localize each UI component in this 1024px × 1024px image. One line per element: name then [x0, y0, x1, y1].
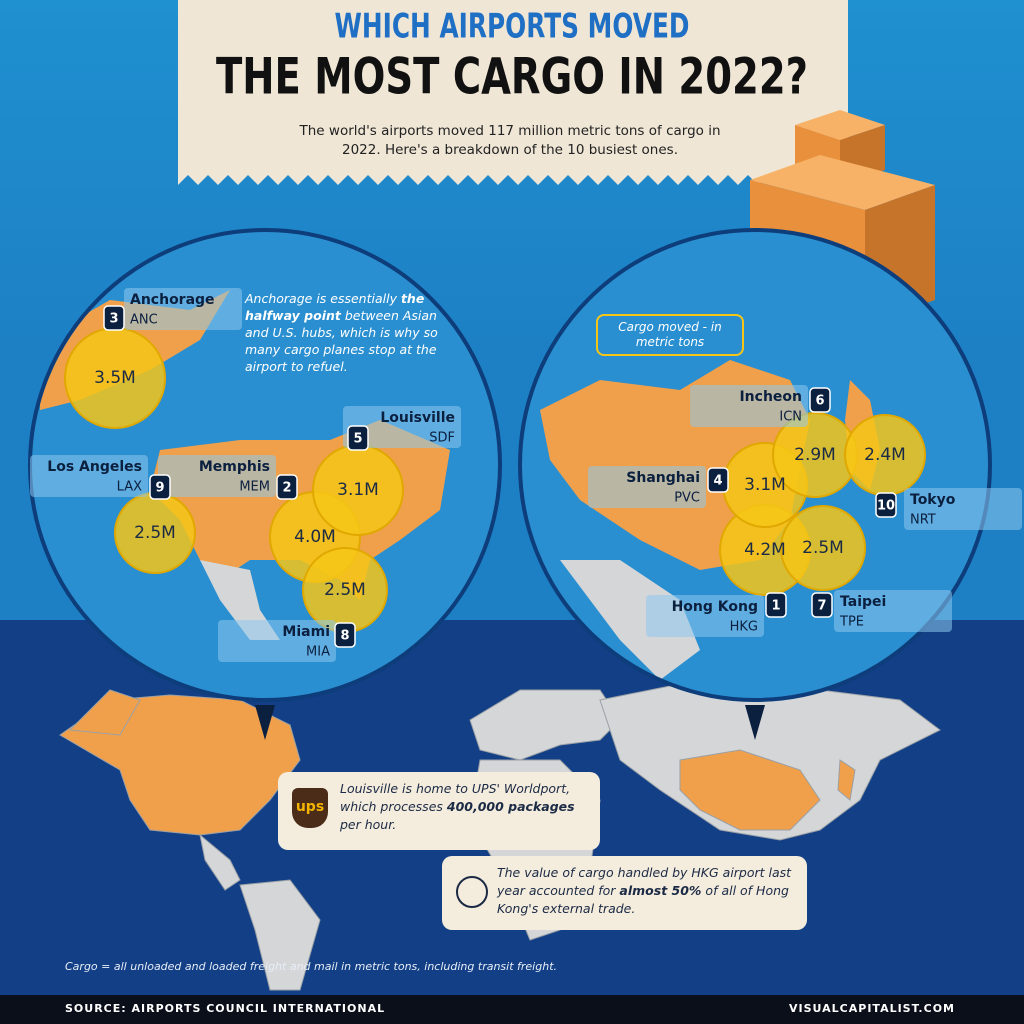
airport-name: Shanghai: [626, 470, 700, 486]
rank-badge: [765, 592, 787, 618]
source: SOURCE: AIRPORTS COUNCIL INTERNATIONAL: [65, 1002, 385, 1015]
label-box: [834, 590, 952, 632]
airport-code: NRT: [910, 513, 936, 528]
hkg-card: The value of cargo handled by HKG airpor…: [442, 856, 807, 930]
rank-badge: [707, 467, 729, 493]
airport-code: SDF: [429, 431, 455, 446]
note-text: per hour.: [340, 817, 397, 832]
footer-bar: [0, 995, 1024, 1024]
cargo-label: 4.0M: [294, 527, 336, 547]
cargo-label: 2.5M: [134, 523, 176, 543]
anchorage-note: Anchorage is essentially the halfway poi…: [245, 290, 445, 375]
legend-note: Cargo moved - in metric tons: [596, 314, 744, 356]
rank-badge: [276, 474, 298, 500]
airport-name: Taipei: [840, 594, 886, 610]
cargo-bubble: [780, 505, 866, 591]
box-icon: [456, 876, 488, 908]
rank-badge: [103, 305, 125, 331]
emphasis: the halfway point: [245, 291, 425, 323]
airport-code: LAX: [117, 480, 142, 495]
pins: [255, 705, 765, 740]
airport-code: HKG: [730, 620, 758, 635]
note-text: Anchorage is essentially: [245, 291, 401, 306]
note-text: of all of Hong Kong's external trade.: [497, 883, 789, 916]
bubbles: [64, 327, 926, 633]
rank-badge: [809, 387, 831, 413]
cargo-label: 4.2M: [744, 540, 786, 560]
emphasis: almost 50%: [619, 883, 702, 898]
airport-name: Louisville: [380, 410, 455, 426]
cargo-label: 3.1M: [337, 480, 379, 500]
airport-code: MEM: [239, 480, 270, 495]
rank: 2: [282, 481, 291, 496]
intro: The world's airports moved 117 million m…: [299, 123, 721, 158]
airport-code: PVC: [674, 491, 700, 506]
cargo-label: 3.5M: [94, 368, 136, 388]
rank: 6: [815, 394, 824, 409]
rank: 1: [771, 599, 780, 614]
rank-badge: [347, 425, 369, 451]
label-box: [690, 385, 808, 427]
cargo-label: 2.4M: [864, 445, 906, 465]
ups-note: Louisville is home to UPS' Worldport, wh…: [340, 780, 590, 834]
title: THE MOST CARGO IN 2022?: [216, 48, 808, 106]
rank-badge: [875, 492, 897, 518]
rank-badge: [811, 592, 833, 618]
cargo-label: 2.5M: [324, 580, 366, 600]
note-text: between Asian and U.S. hubs, which is wh…: [245, 308, 438, 374]
note-text: Louisville is home to UPS' Worldport, wh…: [340, 781, 571, 814]
rank: 5: [353, 432, 362, 447]
label-box: [588, 466, 706, 508]
cargo-label: 3.1M: [744, 475, 786, 495]
airport-code: ANC: [130, 313, 158, 328]
cargo-label: 2.5M: [802, 538, 844, 558]
header-panel: [178, 0, 848, 185]
label-box: [30, 455, 148, 497]
rank: 10: [877, 499, 895, 514]
rank-badge: [149, 474, 171, 500]
airport-code: MIA: [306, 645, 330, 660]
label-box: [646, 595, 764, 637]
airport-layer: Hong Kong HKG 4.2M 1 Memphis MEM 4.0M 2 Anchorag…: [30, 288, 1022, 662]
footnote: Cargo = all unloaded and loaded freight …: [65, 960, 557, 973]
label-box: [218, 620, 336, 662]
label-box: [124, 288, 242, 330]
rank-badge: [334, 622, 356, 648]
airport-name: Los Angeles: [47, 459, 142, 475]
rank: 9: [155, 481, 164, 496]
label-box: [343, 406, 461, 448]
airport-name: Memphis: [199, 459, 270, 475]
airport-name: Anchorage: [130, 292, 215, 308]
airport-name: Miami: [282, 624, 330, 640]
rank: 8: [340, 629, 349, 644]
ups-logo: ups: [292, 788, 328, 828]
rank: 3: [109, 312, 118, 327]
kicker: WHICH AIRPORTS MOVED: [335, 7, 690, 47]
airport-name: Tokyo: [910, 492, 956, 508]
airport-name: Hong Kong: [672, 599, 758, 615]
brand: VISUALCAPITALIST.COM: [789, 1002, 955, 1015]
rank: 7: [817, 599, 826, 614]
labels: Hong Kong HKG 4.2M 1 Memphis MEM 4.0M 2 Anchorag…: [30, 288, 1022, 662]
ups-card: ups Louisville is home to UPS' Worldport…: [278, 772, 600, 850]
emphasis: 400,000 packages: [446, 799, 575, 814]
airport-code: TPE: [839, 615, 864, 630]
label-box: [158, 455, 276, 497]
airport-code: ICN: [779, 410, 802, 425]
airport-name: Incheon: [739, 389, 802, 405]
rank: 4: [713, 474, 722, 489]
cargo-label: 2.9M: [794, 445, 836, 465]
label-box: [904, 488, 1022, 530]
note-text: The value of cargo handled by HKG airpor…: [497, 865, 792, 898]
hkg-note: The value of cargo handled by HKG airpor…: [497, 864, 797, 918]
